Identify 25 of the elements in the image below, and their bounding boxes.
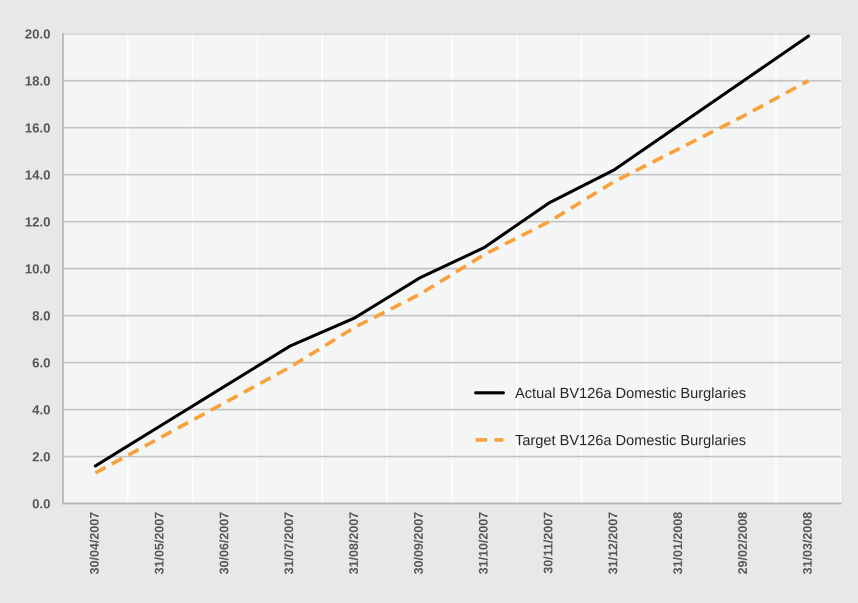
y-tick-label: 20.0: [25, 29, 50, 39]
y-tick-label: 16.0: [26, 123, 50, 133]
y-tick-label: 10.0: [26, 264, 50, 274]
y-tick-label: 6.0: [32, 358, 50, 368]
x-tick-label: 31/01/2008: [672, 512, 682, 574]
y-tick-label: 0.0: [32, 499, 50, 508]
y-tick-label: 8.0: [32, 311, 50, 321]
y-tick-label: 2.0: [32, 452, 50, 462]
x-tick-label: 29/02/2008: [738, 512, 748, 574]
x-tick-label: 30/04/2007: [90, 512, 99, 574]
x-tick-label: 30/09/2007: [414, 512, 423, 574]
x-tick-label: 31/10/2007: [478, 512, 488, 574]
y-tick-label: 12.0: [26, 217, 50, 227]
legend-label: Actual BV126a Domestic Burglaries: [515, 387, 746, 401]
x-tick-label: 31/05/2007: [154, 512, 164, 574]
x-tick-label: 30/11/2007: [543, 512, 553, 574]
y-tick-label: 4.0: [32, 405, 50, 414]
x-tick-label: 31/12/2007: [608, 512, 618, 574]
legend-label: Target BV126a Domestic Burglaries: [515, 434, 746, 448]
x-tick-label: 31/03/2008: [802, 512, 812, 574]
x-tick-label: 31/07/2007: [284, 512, 294, 574]
y-tick-label: 14.0: [26, 170, 50, 180]
x-tick-label: 30/06/2007: [219, 512, 229, 574]
y-tick-label: 18.0: [26, 76, 50, 86]
x-tick-label: 31/08/2007: [348, 512, 358, 574]
